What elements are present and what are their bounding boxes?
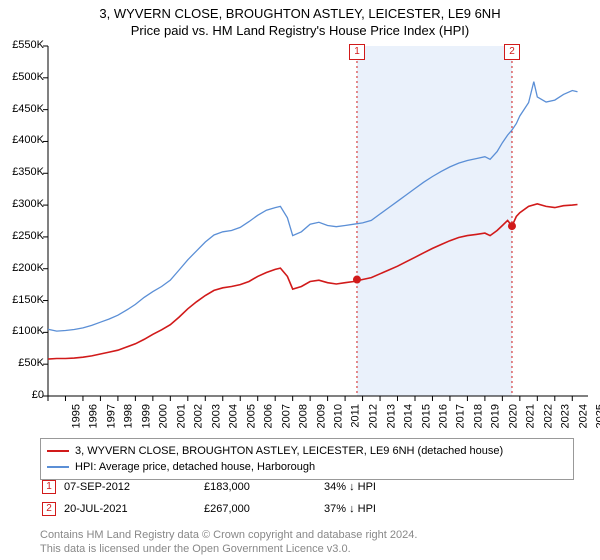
legend-box: 3, WYVERN CLOSE, BROUGHTON ASTLEY, LEICE… xyxy=(40,438,574,480)
sale-marker: 1 xyxy=(42,480,56,494)
credits-line: This data is licensed under the Open Gov… xyxy=(40,542,590,556)
chart-title-main: 3, WYVERN CLOSE, BROUGHTON ASTLEY, LEICE… xyxy=(0,0,600,21)
xtick-label: 2010 xyxy=(333,404,345,428)
xtick-label: 2003 xyxy=(210,404,222,428)
xtick-label: 2017 xyxy=(455,404,467,428)
ytick-label: £250K xyxy=(0,230,44,242)
ytick-label: £450K xyxy=(0,103,44,115)
xtick-label: 2000 xyxy=(158,404,170,428)
ytick-label: £50K xyxy=(0,357,44,369)
ytick-label: £200K xyxy=(0,262,44,274)
sale-point xyxy=(508,222,516,230)
ytick-label: £100K xyxy=(0,325,44,337)
ytick-label: £0 xyxy=(0,389,44,401)
xtick-label: 1998 xyxy=(123,404,135,428)
ytick-label: £150K xyxy=(0,294,44,306)
sale-price: £183,000 xyxy=(204,481,324,493)
xtick-label: 2016 xyxy=(437,404,449,428)
sale-point xyxy=(353,276,361,284)
legend-line-icon xyxy=(47,466,69,468)
credits-text: Contains HM Land Registry data © Crown c… xyxy=(40,528,590,556)
sale-date: 07-SEP-2012 xyxy=(64,481,204,493)
xtick-label: 2011 xyxy=(349,404,361,428)
ytick-label: £350K xyxy=(0,166,44,178)
sale-price: £267,000 xyxy=(204,503,324,515)
sale-row: 2 20-JUL-2021£267,00037% ↓ HPI xyxy=(40,502,590,516)
xtick-label: 2023 xyxy=(560,404,572,428)
xtick-label: 2004 xyxy=(228,404,240,428)
ytick-label: £300K xyxy=(0,198,44,210)
xtick-label: 2009 xyxy=(315,404,327,428)
xtick-label: 2018 xyxy=(472,404,484,428)
xtick-label: 2014 xyxy=(403,404,415,428)
xtick-label: 2013 xyxy=(385,404,397,428)
xtick-label: 2020 xyxy=(507,404,519,428)
xtick-label: 1997 xyxy=(105,404,117,428)
xtick-label: 2008 xyxy=(298,404,310,428)
xtick-label: 2002 xyxy=(193,404,205,428)
xtick-label: 2022 xyxy=(542,404,554,428)
ytick-label: £550K xyxy=(0,39,44,51)
xtick-label: 2024 xyxy=(577,404,589,428)
legend-label: 3, WYVERN CLOSE, BROUGHTON ASTLEY, LEICE… xyxy=(75,443,503,459)
sale-marker: 2 xyxy=(42,502,56,516)
xtick-label: 2007 xyxy=(280,404,292,428)
legend-row: 3, WYVERN CLOSE, BROUGHTON ASTLEY, LEICE… xyxy=(47,443,567,459)
xtick-label: 1996 xyxy=(88,404,100,428)
xtick-label: 2005 xyxy=(245,404,257,428)
credits-line: Contains HM Land Registry data © Crown c… xyxy=(40,528,590,542)
xtick-label: 2001 xyxy=(175,404,187,428)
chart-container: 3, WYVERN CLOSE, BROUGHTON ASTLEY, LEICE… xyxy=(0,0,600,560)
xtick-label: 2019 xyxy=(490,404,502,428)
xtick-label: 2025 xyxy=(595,404,600,428)
sale-pct: 34% ↓ HPI xyxy=(324,481,444,493)
event-marker: 2 xyxy=(504,44,520,60)
legend-line-icon xyxy=(47,450,69,452)
ytick-label: £500K xyxy=(0,71,44,83)
chart-area: £0£50K£100K£150K£200K£250K£300K£350K£400… xyxy=(48,46,588,396)
xtick-label: 1999 xyxy=(140,404,152,428)
xtick-label: 2006 xyxy=(263,404,275,428)
xtick-label: 2012 xyxy=(368,404,380,428)
ytick-label: £400K xyxy=(0,134,44,146)
sale-pct: 37% ↓ HPI xyxy=(324,503,444,515)
xtick-label: 2015 xyxy=(420,404,432,428)
xtick-label: 2021 xyxy=(525,404,537,428)
event-marker: 1 xyxy=(349,44,365,60)
sale-date: 20-JUL-2021 xyxy=(64,503,204,515)
legend-label: HPI: Average price, detached house, Harb… xyxy=(75,459,315,475)
sale-row: 1 07-SEP-2012£183,00034% ↓ HPI xyxy=(40,480,590,494)
xtick-label: 1995 xyxy=(70,404,82,428)
legend-row: HPI: Average price, detached house, Harb… xyxy=(47,459,567,475)
chart-title-sub: Price paid vs. HM Land Registry's House … xyxy=(0,21,600,38)
